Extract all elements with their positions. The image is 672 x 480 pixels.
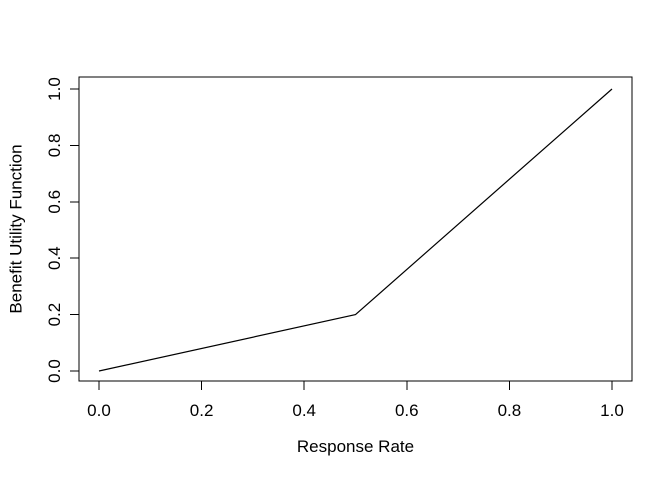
plot-frame — [78, 76, 633, 382]
x-tick-label: 0.6 — [395, 401, 419, 420]
y-tick-label: 0.4 — [45, 246, 64, 270]
x-tick-label: 0.0 — [87, 401, 111, 420]
y-axis-title: Benefit Utility Function — [7, 144, 26, 313]
series-line-benefit-utility-function — [98, 88, 613, 372]
x-axis-title: Response Rate — [297, 437, 414, 456]
y-tick-label: 0.8 — [45, 134, 64, 158]
x-tick-label: 1.0 — [600, 401, 624, 420]
y-tick-label: 1.0 — [45, 77, 64, 101]
x-tick-label: 0.8 — [498, 401, 522, 420]
x-tick-label: 0.4 — [292, 401, 316, 420]
x-axis: 0.0 0.2 0.4 0.6 0.8 1.0 — [87, 381, 624, 420]
x-tick-label: 0.2 — [190, 401, 214, 420]
y-tick-label: 0.2 — [45, 303, 64, 327]
y-tick-label: 0.6 — [45, 190, 64, 214]
series-group — [98, 88, 613, 372]
y-axis: 0.0 0.2 0.4 0.6 0.8 1.0 — [45, 77, 79, 383]
y-tick-label: 0.0 — [45, 359, 64, 383]
